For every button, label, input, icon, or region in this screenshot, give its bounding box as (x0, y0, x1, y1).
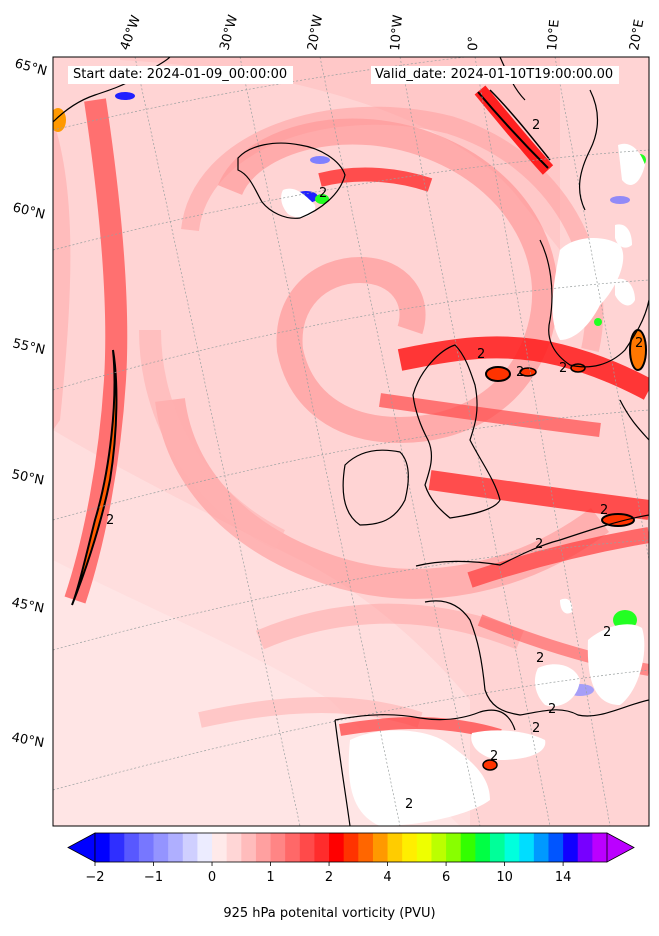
colorbar-tick-label: −2 (85, 870, 104, 885)
lat-label-65n: 65°N (13, 56, 49, 79)
colorbar-swatch (241, 833, 257, 862)
latitude-labels: 65°N 60°N 55°N 50°N 45°N 40°N (10, 56, 48, 751)
colorbar-tick-label: 6 (442, 870, 450, 885)
colorbar-tick-label: 1 (266, 870, 274, 885)
colorbar-swatch (329, 833, 345, 862)
colorbar-swatch (548, 833, 564, 862)
colorbar-swatch (489, 833, 506, 862)
colorbar-swatch (270, 833, 286, 862)
lon-label-30w: 30°W (217, 13, 241, 52)
lat-label-45n: 45°N (10, 595, 45, 616)
colorbar-swatch (168, 833, 184, 862)
colorbar-swatch (460, 833, 476, 862)
colorbar-swatch (563, 833, 579, 862)
colorbar-swatch (387, 833, 403, 862)
colorbar-swatch (197, 833, 213, 862)
contour-labels: 2 2 2 2 2 2 2 2 2 2 2 2 2 2 2 (106, 118, 643, 812)
contour-label: 2 (477, 347, 485, 362)
colorbar-swatch (124, 833, 140, 862)
colorbar-tick-label: 2 (325, 870, 333, 885)
longitude-labels: 40°W 30°W 20°W 10°W 0° 10°E 20°E (118, 13, 648, 52)
colorbar-swatch (182, 833, 198, 862)
colorbar-swatch (109, 833, 125, 862)
map-frame (52, 56, 650, 827)
lon-label-0: 0° (466, 36, 482, 51)
contour-label: 2 (516, 365, 524, 380)
colorbar-swatch (402, 833, 418, 862)
contour-label: 2 (536, 651, 544, 666)
colorbar-swatch (255, 833, 272, 862)
colorbar-swatch (431, 833, 447, 862)
lat-label-55n: 55°N (11, 336, 46, 358)
colorbar-swatch (285, 833, 301, 862)
contour-label: 2 (548, 702, 556, 717)
colorbar-swatch (475, 833, 491, 862)
colorbar-swatch (577, 833, 593, 862)
lat-label-60n: 60°N (11, 200, 46, 222)
colorbar-swatch (299, 833, 315, 862)
lon-label-40w: 40°W (118, 13, 144, 52)
start-date-label: Start date: 2024-01-09_00:00:00 (68, 66, 294, 84)
contour-label: 2 (635, 336, 643, 351)
colorbar-swatch (446, 833, 462, 862)
colorbar-swatch (358, 833, 374, 862)
contour-label: 2 (319, 186, 327, 201)
lon-label-20w: 20°W (305, 14, 326, 52)
colorbar: −2 −1 0 1 2 4 6 10 14 (67, 832, 635, 885)
colorbar-tick-label: 4 (383, 870, 391, 885)
colorbar-swatch (519, 833, 535, 862)
valid-date-label: Valid_date: 2024-01-10T19:00:00.00 (371, 66, 620, 84)
colorbar-swatch (314, 833, 330, 862)
contour-label: 2 (535, 537, 543, 552)
colorbar-extend-high (606, 832, 635, 863)
contour-label: 2 (532, 721, 540, 736)
colorbar-tick-label: 0 (208, 870, 216, 885)
contour-label: 2 (600, 503, 608, 518)
graticule (53, 57, 649, 826)
colorbar-title: 925 hPa potenital vorticity (PVU) (223, 906, 436, 921)
contour-label: 2 (532, 118, 540, 133)
colorbar-swatch (343, 833, 359, 862)
colorbar-swatch (95, 833, 111, 862)
lon-label-10e: 10°E (545, 19, 563, 51)
lat-label-40n: 40°N (10, 730, 45, 751)
colorbar-swatch (592, 833, 608, 862)
colorbar-swatch (533, 833, 549, 862)
colorbar-swatch (153, 833, 169, 862)
colorbar-swatch (226, 833, 242, 862)
colorbar-tick-label: 10 (496, 870, 513, 885)
colorbar-frame (94, 832, 608, 863)
colorbar-swatch (504, 833, 520, 862)
colorbar-extend-low (67, 832, 96, 863)
colorbar-swatch (212, 833, 228, 862)
lon-label-20e: 20°E (627, 18, 647, 51)
colorbar-swatch (138, 833, 155, 862)
colorbar-tick-label: 14 (555, 870, 572, 885)
colorbar-swatch (416, 833, 432, 862)
contour-label: 2 (559, 361, 567, 376)
coastlines (53, 57, 649, 826)
lon-label-10w: 10°W (388, 14, 406, 51)
contour-label: 2 (490, 749, 498, 764)
contour-label: 2 (603, 625, 611, 640)
colorbar-swatch (372, 833, 389, 862)
contour-label: 2 (405, 797, 413, 812)
lat-label-50n: 50°N (10, 467, 45, 488)
colorbar-tick-label: −1 (144, 870, 163, 885)
pv-field (53, 57, 649, 826)
contour-label: 2 (106, 513, 114, 528)
